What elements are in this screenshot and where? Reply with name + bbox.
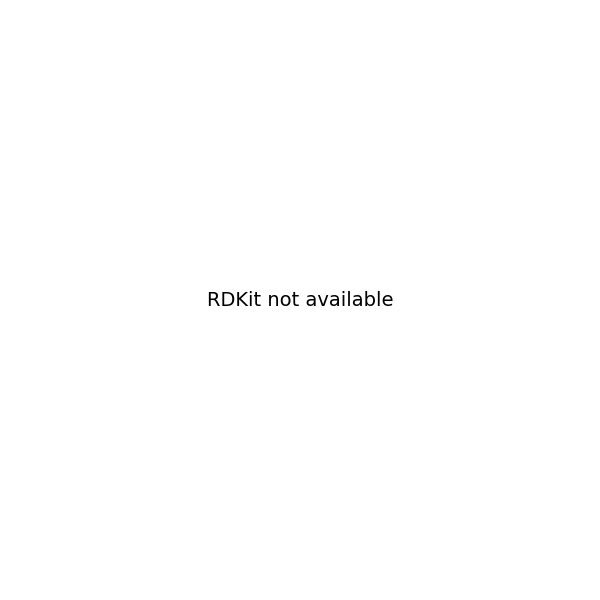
Text: RDKit not available: RDKit not available (207, 290, 393, 310)
